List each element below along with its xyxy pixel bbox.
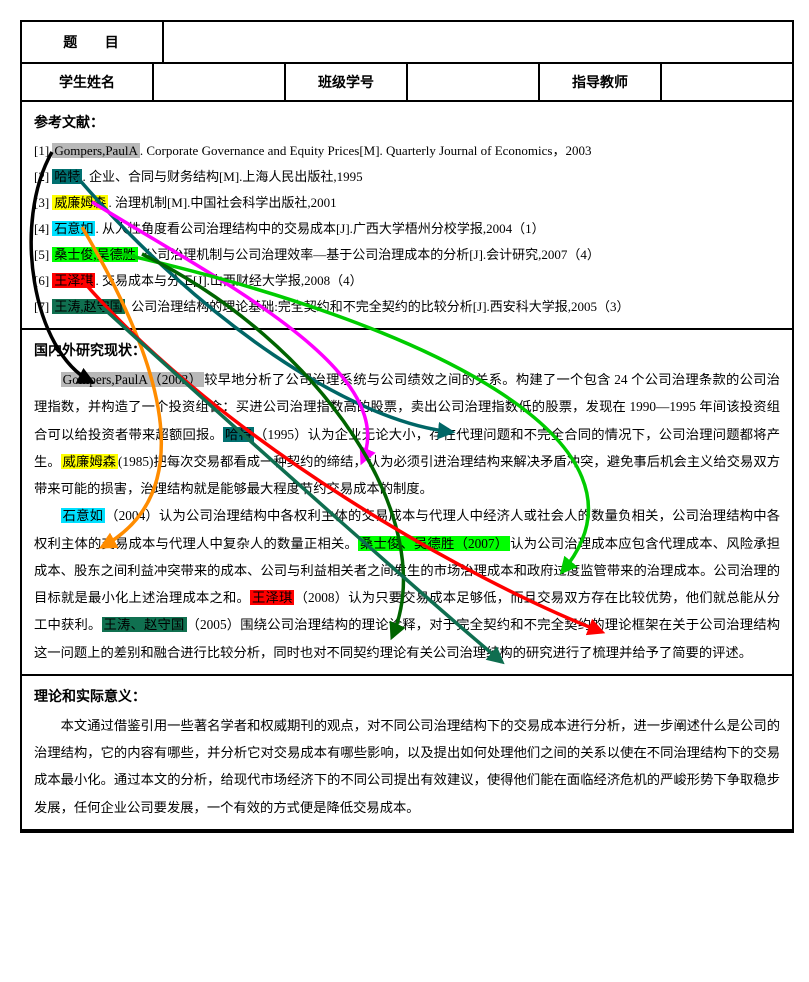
reference-author-highlight: 哈特 bbox=[52, 169, 82, 184]
highlight-shiyiru: 石意如 bbox=[61, 508, 106, 523]
document-page: 题 目 学生姓名 班级学号 指导教师 参考文献： [1] Gompers,Pau… bbox=[20, 20, 794, 833]
highlight-williamson: 威廉姆森 bbox=[61, 454, 118, 469]
reference-item: [4] 石意如. 从人性角度看公司治理结构中的交易成本[J].广西大学梧州分校学… bbox=[34, 216, 780, 242]
teacher-value bbox=[662, 64, 792, 100]
significance-heading: 理论和实际意义： bbox=[34, 684, 780, 712]
reference-author-highlight: Gompers,PaulA bbox=[52, 143, 139, 158]
reference-item: [7] 王涛,赵守国. 公司治理结构的理论基础:完全契约和不完全契约的比较分析[… bbox=[34, 294, 780, 320]
highlight-hart: 哈特 bbox=[223, 427, 254, 442]
title-row: 题 目 bbox=[22, 22, 792, 64]
highlight-wangtao: 王涛、赵守国 bbox=[102, 617, 187, 632]
significance-section: 理论和实际意义： 本文通过借鉴引用一些著名学者和权威期刊的观点，对不同公司治理结… bbox=[22, 676, 792, 831]
significance-body: 本文通过借鉴引用一些著名学者和权威期刊的观点，对不同公司治理结构下的交易成本进行… bbox=[34, 712, 780, 821]
reference-author-highlight: 王涛,赵守国 bbox=[52, 299, 124, 314]
highlight-gompers: Gompers,PaulA（2003） bbox=[61, 372, 205, 387]
status-heading: 国内外研究现状： bbox=[34, 338, 780, 366]
reference-author-highlight: 王泽琪 bbox=[52, 273, 95, 288]
class-id-value bbox=[408, 64, 540, 100]
reference-item: [1] Gompers,PaulA. Corporate Governance … bbox=[34, 138, 780, 164]
reference-author-highlight: 石意如 bbox=[52, 221, 95, 236]
reference-item: [5] 桑士俊,吴德胜. 公司治理机制与公司治理效率—基于公司治理成本的分析[J… bbox=[34, 242, 780, 268]
status-para-1: Gompers,PaulA（2003）较早地分析了公司治理系统与公司绩效之间的关… bbox=[34, 366, 780, 502]
reference-author-highlight: 威廉姆森 bbox=[52, 195, 108, 210]
highlight-wangzeqi: 王泽琪 bbox=[250, 590, 295, 605]
student-name-value bbox=[154, 64, 286, 100]
reference-item: [2] 哈特. 企业、合同与财务结构[M].上海人民出版社,1995 bbox=[34, 164, 780, 190]
reference-author-highlight: 桑士俊,吴德胜 bbox=[52, 247, 137, 262]
reference-item: [6] 王泽琪. 交易成本与分工[J].山西财经大学报,2008（4） bbox=[34, 268, 780, 294]
reference-item: [3] 威廉姆森. 治理机制[M].中国社会科学出版社,2001 bbox=[34, 190, 780, 216]
status-para-2: 石意如（2004）认为公司治理结构中各权利主体的交易成本与代理人中经济人或社会人… bbox=[34, 502, 780, 666]
teacher-label: 指导教师 bbox=[540, 64, 662, 100]
info-row: 学生姓名 班级学号 指导教师 bbox=[22, 64, 792, 102]
student-name-label: 学生姓名 bbox=[22, 64, 154, 100]
highlight-sang-wu: 桑士俊、吴德胜（2007） bbox=[358, 536, 510, 551]
title-label: 题 目 bbox=[22, 22, 164, 62]
research-status-section: 国内外研究现状： Gompers,PaulA（2003）较早地分析了公司治理系统… bbox=[22, 330, 792, 676]
title-value bbox=[164, 22, 792, 62]
references-heading: 参考文献： bbox=[34, 110, 780, 138]
references-section: 参考文献： [1] Gompers,PaulA. Corporate Gover… bbox=[22, 102, 792, 330]
class-id-label: 班级学号 bbox=[286, 64, 408, 100]
